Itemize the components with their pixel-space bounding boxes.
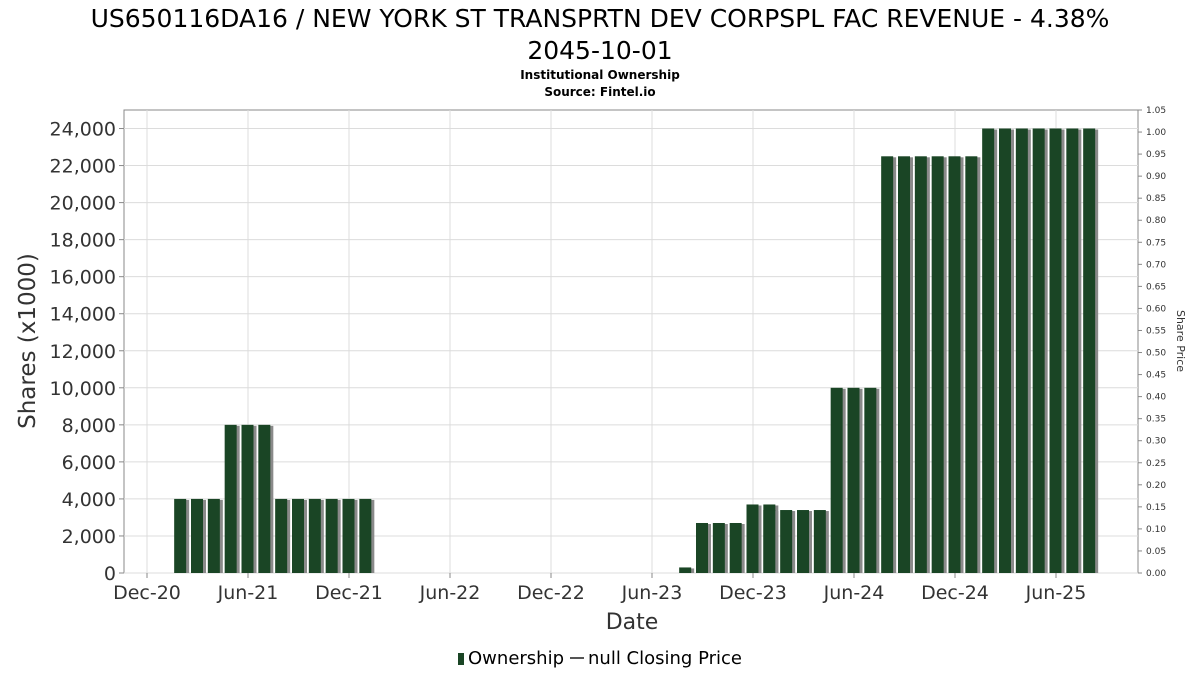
ownership-bar [914, 156, 927, 574]
y-tick-label: 14,000 [50, 304, 116, 326]
y2-tick-label: 0.90 [1146, 172, 1166, 182]
y2-tick-label: 0.15 [1146, 503, 1166, 513]
ownership-bar [982, 128, 995, 573]
y2-tick-label: 0.80 [1146, 216, 1166, 226]
ownership-bar [830, 387, 843, 573]
x-tick-label: Jun-24 [823, 582, 885, 604]
ownership-bar [679, 567, 692, 573]
y-tick-label: 8,000 [62, 415, 116, 437]
y-tick-label: 24,000 [50, 119, 116, 141]
y2-tick-label: 0.30 [1146, 437, 1166, 447]
x-tick-label: Jun-25 [1025, 582, 1087, 604]
legend-ownership-label: Ownership [468, 648, 565, 669]
x-tick-label: Dec-21 [315, 582, 383, 604]
y-tick-label: 20,000 [50, 193, 116, 215]
ownership-bar [797, 510, 809, 573]
ownership-bar [948, 156, 961, 574]
x-tick-label: Dec-23 [719, 582, 787, 604]
y2-tick-label: 0.00 [1146, 569, 1166, 579]
y2-tick-label: 0.45 [1146, 371, 1166, 381]
y-tick-label: 12,000 [50, 341, 116, 363]
ownership-bar [712, 522, 725, 573]
chart-title-line2: 2045-10-01 [527, 36, 673, 65]
ownership-bar [864, 387, 877, 573]
chart-area: 0 2,000 4,000 6,000 8,000 10,000 12,000 14,000 1… [15, 106, 1187, 635]
ownership-bar [1066, 128, 1079, 573]
ownership-bar [931, 156, 944, 574]
y2-axis-title: Share Price [1174, 310, 1187, 372]
y2-tick-label: 0.60 [1146, 304, 1166, 314]
y2-tick-label: 0.35 [1146, 415, 1166, 425]
legend: Ownership null Closing Price [0, 648, 1200, 670]
ownership-bar [696, 522, 708, 573]
y2-tick-label: 0.95 [1146, 150, 1166, 160]
y2-tick-label: 1.05 [1146, 106, 1166, 116]
x-tick-label: Jun-21 [217, 582, 279, 604]
ownership-bar [898, 156, 910, 574]
x-tick-label: Dec-20 [113, 582, 181, 604]
chart-source: Source: Fintel.io [544, 85, 656, 99]
y-tick-label: 10,000 [50, 378, 116, 400]
ownership-bar [746, 504, 759, 573]
y-tick-label: 2,000 [62, 526, 116, 548]
ownership-bar [258, 424, 271, 573]
y2-tick-label: 0.10 [1146, 525, 1166, 535]
x-tick-label: Jun-23 [621, 582, 683, 604]
y-tick-label: 22,000 [50, 156, 116, 178]
ownership-bar [813, 510, 826, 573]
ownership-bar [999, 128, 1011, 573]
ownership-bar [308, 498, 321, 573]
ownership-bar [292, 498, 304, 573]
y2-tick-label: 0.65 [1146, 282, 1166, 292]
y2-tick-label: 0.20 [1146, 481, 1166, 491]
y2-tick-label: 0.50 [1146, 349, 1166, 359]
y2-tick-label: 0.40 [1146, 393, 1166, 403]
ownership-bar [1049, 128, 1062, 573]
legend-price-line [570, 657, 585, 659]
ownership-bar [342, 498, 355, 573]
ownership-bar [325, 498, 338, 573]
y2-tick-label: 0.05 [1146, 547, 1166, 557]
ownership-bar [881, 156, 894, 574]
x-tick-label: Jun-22 [419, 582, 481, 604]
chart-subtitle: Institutional Ownership [520, 68, 680, 82]
y-tick-label: 6,000 [62, 452, 116, 474]
y2-tick-label: 1.00 [1146, 128, 1166, 138]
y-tick-label: 16,000 [50, 267, 116, 289]
chart-title: US650116DA16 / NEW YORK ST TRANSPRTN DEV… [90, 4, 1110, 33]
ownership-bar [847, 387, 860, 573]
legend-ownership-swatch [458, 653, 465, 665]
ownership-bar [275, 498, 288, 573]
y2-tick-label: 0.75 [1146, 238, 1166, 248]
x-tick-label: Dec-22 [517, 582, 585, 604]
y2-tick-label: 0.25 [1146, 459, 1166, 469]
ownership-bar [763, 510, 776, 573]
y-tick-label: 4,000 [62, 489, 116, 511]
ownership-bar [359, 498, 372, 573]
y-tick-label: 0 [104, 563, 116, 585]
ownership-bar [1015, 128, 1028, 573]
x-tick-label: Dec-24 [921, 582, 989, 604]
ownership-bar [729, 522, 742, 573]
x-axis-title: Date [606, 610, 659, 635]
ownership-bar [780, 510, 793, 573]
legend-price-label: null Closing Price [588, 648, 742, 669]
y-axis-title: Shares (x1000) [15, 253, 41, 429]
y-tick-label: 18,000 [50, 230, 116, 252]
ownership-bar [965, 156, 978, 574]
y2-tick-label: 0.85 [1146, 194, 1166, 204]
ownership-bar [241, 424, 254, 573]
ownership-bar [224, 424, 237, 573]
ownership-bar [191, 498, 203, 573]
ownership-bar [1032, 128, 1045, 573]
y2-tick-label: 0.55 [1146, 326, 1166, 336]
ownership-bar [207, 498, 220, 573]
y2-tick-label: 0.70 [1146, 260, 1166, 270]
ownership-bar [1083, 128, 1096, 573]
ownership-bar [174, 498, 187, 573]
